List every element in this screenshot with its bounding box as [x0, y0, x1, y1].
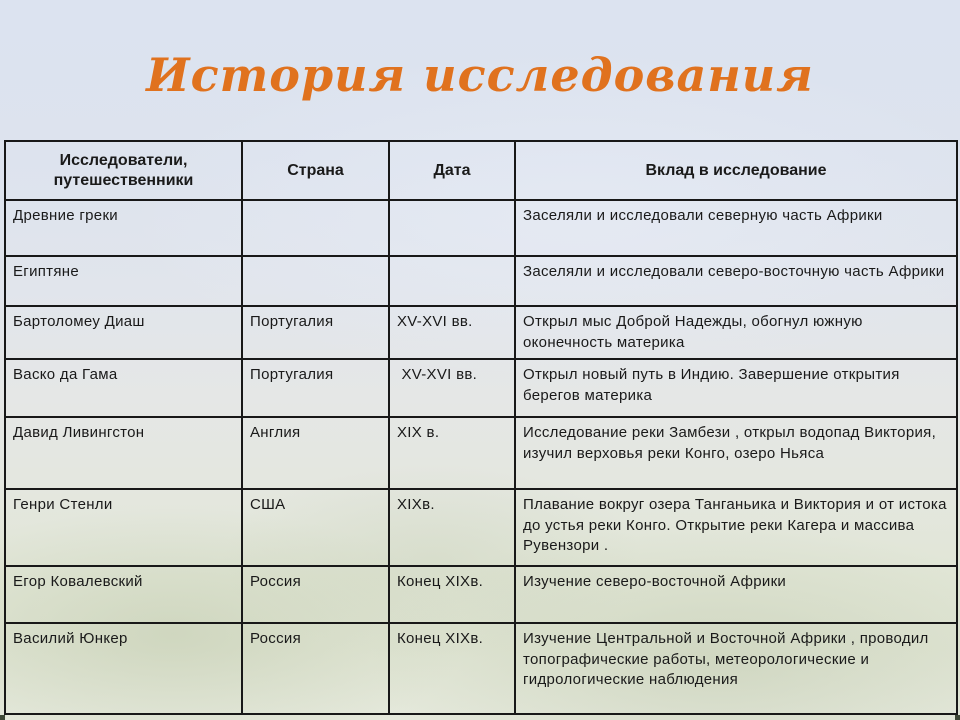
table-row: Древние греки Заселяли и исследовали сев…	[4, 199, 958, 257]
cell-country: США	[241, 488, 390, 567]
table-row: Генри Стенли США XIXв. Плавание вокруг о…	[4, 488, 958, 567]
cell-explorer: Генри Стенли	[4, 488, 243, 567]
cell-date	[388, 199, 516, 257]
table-row: Васко да Гама Португалия XV-XVI вв. Откр…	[4, 358, 958, 418]
cell-date: XV-XVI вв.	[388, 305, 516, 360]
corner-mark-bottom-right	[955, 715, 960, 720]
cell-contribution: Открыл новый путь в Индию. Завершение от…	[514, 358, 958, 418]
table-header-row: Исследователи, путешественники Страна Да…	[4, 140, 958, 201]
column-header-explorers: Исследователи, путешественники	[4, 140, 243, 201]
cell-country	[241, 255, 390, 307]
table-row: Давид Ливингстон Англия XIX в. Исследова…	[4, 416, 958, 490]
cell-country: Португалия	[241, 305, 390, 360]
cell-contribution: Исследование реки Замбези , открыл водоп…	[514, 416, 958, 490]
cell-date: XIX в.	[388, 416, 516, 490]
cell-explorer: Бартоломеу Диаш	[4, 305, 243, 360]
cell-contribution: Открыл мыс Доброй Надежды, обогнул южную…	[514, 305, 958, 360]
cell-date	[388, 255, 516, 307]
cell-contribution: Изучение Центральной и Восточной Африки …	[514, 622, 958, 715]
cell-country: Россия	[241, 622, 390, 715]
cell-contribution: Заселяли и исследовали северную часть Аф…	[514, 199, 958, 257]
cell-country: Англия	[241, 416, 390, 490]
corner-mark-bottom-left	[0, 715, 5, 720]
cell-contribution: Изучение северо-восточной Африки	[514, 565, 958, 624]
cell-date: XIXв.	[388, 488, 516, 567]
column-header-country: Страна	[241, 140, 390, 201]
column-header-contribution: Вклад в исследование	[514, 140, 958, 201]
cell-date: XV-XVI вв.	[388, 358, 516, 418]
cell-country: Россия	[241, 565, 390, 624]
cell-date: Конец XIXв.	[388, 622, 516, 715]
table-row: Бартоломеу Диаш Португалия XV-XVI вв. От…	[4, 305, 958, 360]
page-title: История исследования	[146, 48, 814, 102]
cell-explorer: Васко да Гама	[4, 358, 243, 418]
cell-explorer: Египтяне	[4, 255, 243, 307]
cell-country: Португалия	[241, 358, 390, 418]
cell-explorer: Давид Ливингстон	[4, 416, 243, 490]
cell-contribution: Заселяли и исследовали северо-восточную …	[514, 255, 958, 307]
cell-explorer: Егор Ковалевский	[4, 565, 243, 624]
cell-date: Конец XIXв.	[388, 565, 516, 624]
cell-explorer: Древние греки	[4, 199, 243, 257]
research-history-table-container: Исследователи, путешественники Страна Да…	[4, 140, 958, 715]
table-row: Василий Юнкер Россия Конец XIXв. Изучени…	[4, 622, 958, 715]
cell-explorer: Василий Юнкер	[4, 622, 243, 715]
cell-contribution: Плавание вокруг озера Танганьика и Викто…	[514, 488, 958, 567]
table-row: Египтяне Заселяли и исследовали северо-в…	[4, 255, 958, 307]
research-history-table: Исследователи, путешественники Страна Да…	[4, 140, 958, 715]
cell-country	[241, 199, 390, 257]
column-header-date: Дата	[388, 140, 516, 201]
table-row: Егор Ковалевский Россия Конец XIXв. Изуч…	[4, 565, 958, 624]
